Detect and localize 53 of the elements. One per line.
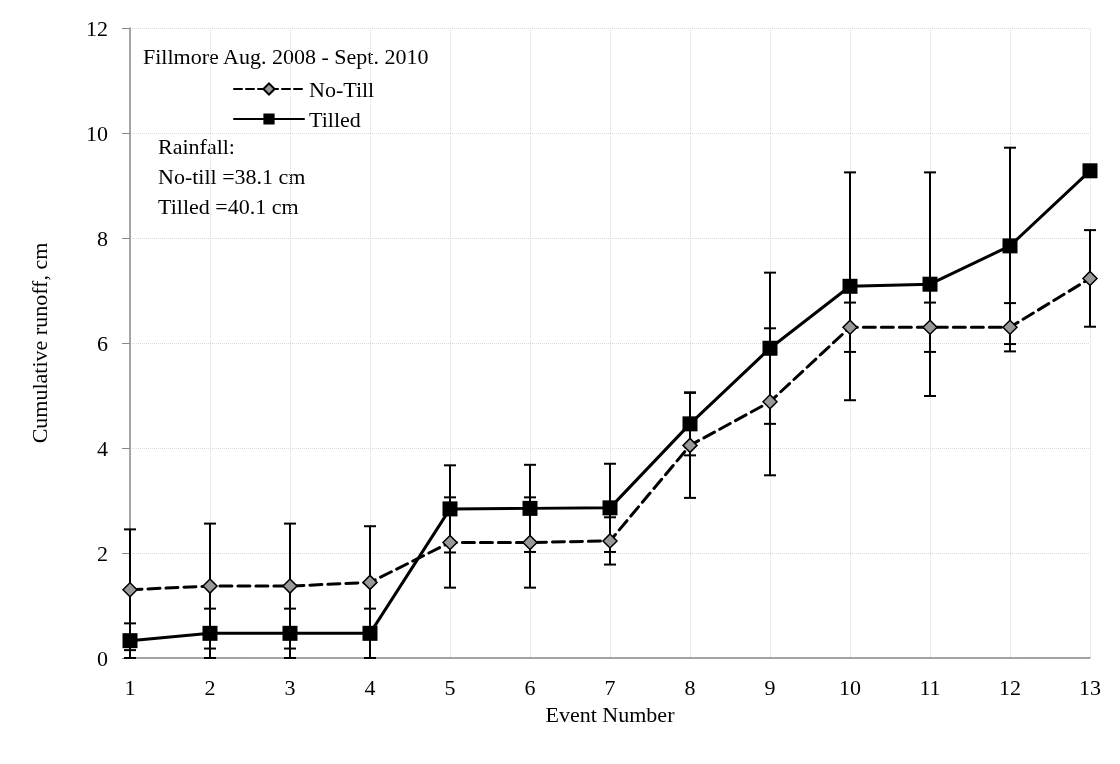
annotation: Tilled =40.1 cm bbox=[158, 193, 299, 219]
x-tick-label: 8 bbox=[684, 674, 696, 700]
point bbox=[1002, 238, 1018, 254]
x-axis-title: Event Number bbox=[545, 701, 676, 727]
point bbox=[922, 319, 938, 335]
point bbox=[922, 276, 938, 292]
legend-label: Tilled bbox=[309, 106, 361, 132]
x-tick-label: 4 bbox=[364, 674, 376, 700]
x-tick-label: 10 bbox=[839, 674, 861, 700]
point bbox=[362, 574, 378, 591]
y-tick-label: 2 bbox=[97, 540, 108, 566]
legend-label: No-Till bbox=[309, 76, 375, 102]
x-tick-label: 13 bbox=[1079, 674, 1101, 700]
point bbox=[602, 533, 618, 549]
point bbox=[682, 416, 698, 432]
x-tick-label: 1 bbox=[124, 674, 136, 700]
x-tick-label: 6 bbox=[524, 674, 536, 700]
point bbox=[202, 625, 218, 641]
point bbox=[1082, 163, 1098, 179]
point bbox=[522, 534, 538, 551]
y-tick-label: 0 bbox=[97, 645, 108, 671]
point bbox=[122, 633, 138, 649]
y-tick-label: 8 bbox=[97, 225, 108, 251]
annotation: Fillmore Aug. 2008 - Sept. 2010 bbox=[143, 43, 429, 69]
point bbox=[1002, 319, 1018, 335]
annotation: Rainfall: bbox=[158, 133, 235, 159]
x-tick-label: 11 bbox=[919, 674, 941, 700]
point bbox=[842, 319, 858, 335]
point bbox=[282, 578, 298, 594]
point bbox=[842, 278, 858, 294]
y-tick-label: 12 bbox=[86, 15, 108, 41]
x-tick-label: 3 bbox=[284, 674, 296, 700]
x-tick-label: 2 bbox=[204, 674, 216, 700]
point bbox=[1082, 270, 1098, 287]
point bbox=[442, 501, 458, 517]
point bbox=[362, 625, 378, 641]
point bbox=[762, 394, 778, 410]
point bbox=[682, 437, 698, 454]
x-tick-label: 7 bbox=[604, 674, 616, 700]
y-tick-label: 10 bbox=[86, 120, 108, 146]
point bbox=[202, 578, 218, 594]
point bbox=[602, 500, 618, 516]
y-tick-label: 4 bbox=[97, 435, 108, 461]
point bbox=[282, 625, 298, 641]
y-tick-label: 6 bbox=[97, 330, 108, 356]
point bbox=[442, 534, 458, 551]
point bbox=[522, 500, 538, 516]
point bbox=[762, 340, 778, 356]
x-tick-label: 12 bbox=[999, 674, 1021, 700]
x-tick-label: 5 bbox=[444, 674, 456, 700]
point bbox=[122, 582, 138, 598]
y-axis-title: Cumulative runoff, cm bbox=[26, 242, 52, 444]
x-tick-label: 9 bbox=[764, 674, 776, 700]
